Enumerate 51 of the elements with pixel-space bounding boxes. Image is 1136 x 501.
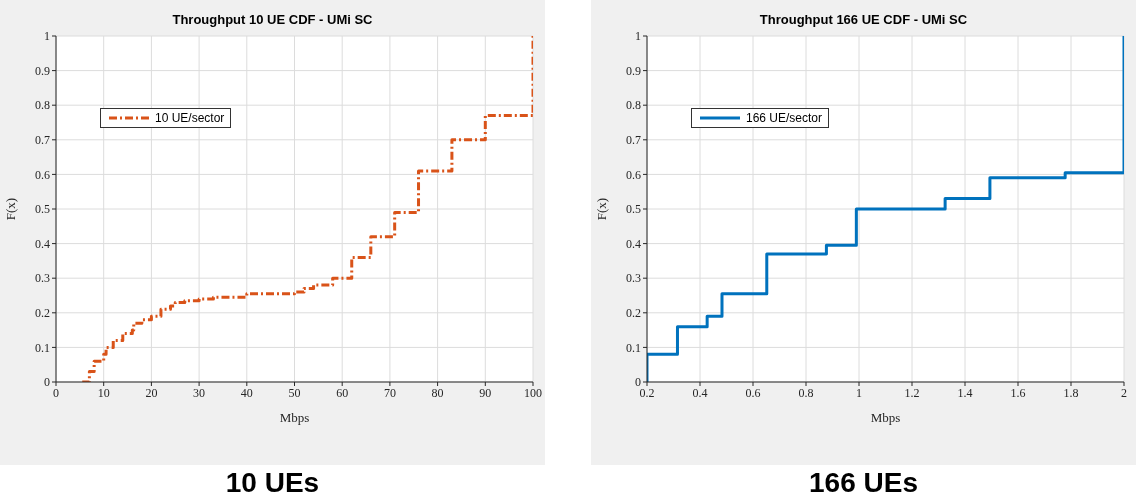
x-tick-label: 90 [479,385,492,400]
chart-title: Throughput 10 UE CDF - UMi SC [171,12,374,27]
x-tick-label: 1.4 [957,385,973,400]
legend-label: 166 UE/sector [746,111,823,125]
y-tick-label: 1 [44,29,50,44]
y-tick-label: 0.7 [35,133,50,148]
y-tick-label: 0 [44,375,50,390]
x-tick-label: 1.2 [904,385,920,400]
x-axis-title: Mbps [870,410,901,425]
x-tick-label: 40 [240,385,253,400]
x-tick-label: 30 [193,385,206,400]
x-tick-label: 10 [97,385,110,400]
y-tick-label: 0.5 [626,202,641,217]
y-tick-label: 0.2 [35,306,50,321]
text: 166 UEs [808,467,919,499]
x-tick-label: 0.8 [798,385,814,400]
y-tick-label: 0.6 [35,167,50,182]
x-axis-title: Mbps [279,410,310,425]
y-tick-label: 0.1 [626,340,641,355]
x-tick-label: 50 [288,385,301,400]
y-tick-label: 0 [635,375,641,390]
x-tick-label: 0.6 [745,385,761,400]
y-axis-title: F(x) [593,197,609,221]
y-tick-label: 0.9 [35,63,50,78]
y-tick-label: 0.8 [35,98,50,113]
x-tick-label: 1.6 [1010,385,1026,400]
y-tick-label: 0.7 [626,133,641,148]
y-tick-label: 0.4 [35,236,50,251]
y-tick-label: 1 [635,29,641,44]
legend-label: 10 UE/sector [155,111,225,125]
y-axis-title: F(x) [2,197,18,221]
y-tick-label: 0.4 [626,236,641,251]
y-tick-label: 0.1 [35,340,50,355]
x-tick-label: 100 [524,385,542,400]
chart-title: Throughput 166 UE CDF - UMi SC [758,12,969,27]
y-tick-label: 0.3 [626,271,641,286]
x-tick-label: 2 [1121,385,1127,400]
x-tick-label: 20 [145,385,158,400]
x-tick-label: 1 [856,385,862,400]
x-tick-label: 70 [383,385,396,400]
x-tick-label: 60 [336,385,349,400]
x-tick-label: 1.8 [1063,385,1079,400]
y-tick-label: 0.9 [626,63,641,78]
x-tick-label: 80 [431,385,444,400]
y-tick-label: 0.8 [626,98,641,113]
y-tick-label: 0.3 [35,271,50,286]
y-tick-label: 0.6 [626,167,641,182]
text: 10 UEs [224,467,321,499]
y-tick-label: 0.2 [626,306,641,321]
x-tick-label: 0.4 [692,385,708,400]
y-tick-label: 0.5 [35,202,50,217]
